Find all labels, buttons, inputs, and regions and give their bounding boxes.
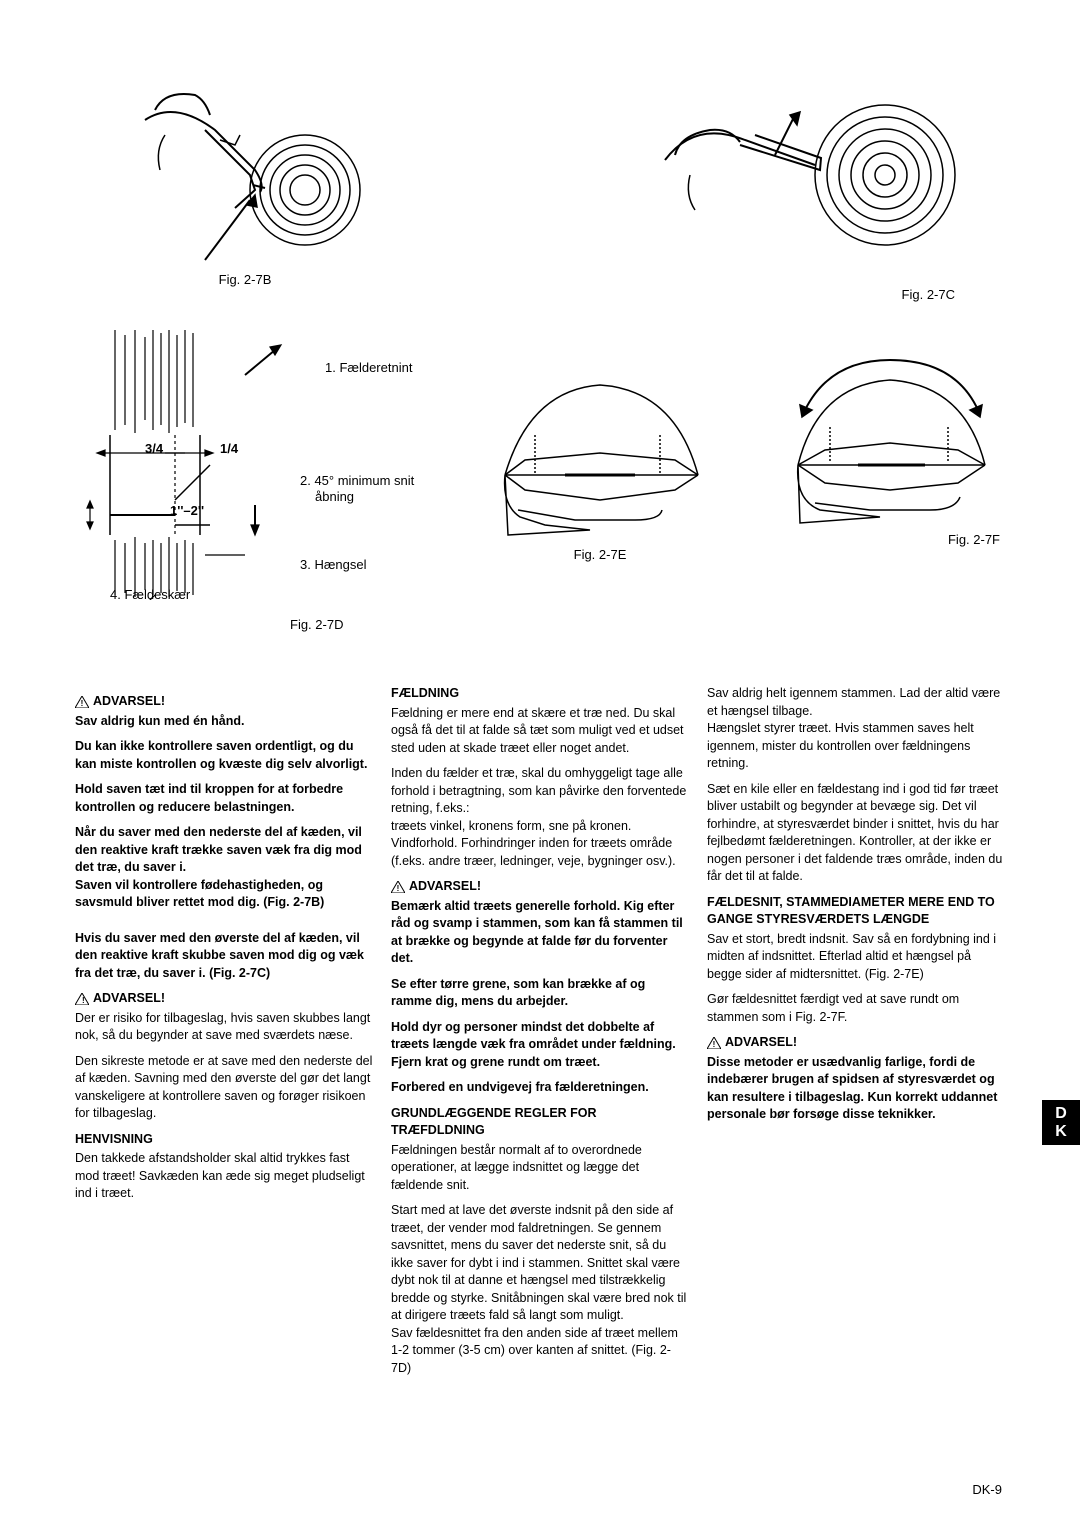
warning-heading-4: ! ADVARSEL! [707, 1034, 1005, 1052]
col3-p3: Sæt en kile eller en fældestang ind i go… [707, 781, 1005, 886]
col2-p5: Se efter tørre grene, som kan brække af … [391, 976, 689, 1011]
page-language-tab: D K [1042, 1100, 1080, 1145]
col2-p1: Fældning er mere end at skære et træ ned… [391, 705, 689, 758]
col3-p5: Gør fældesnittet færdigt ved at save run… [707, 991, 1005, 1026]
col1-p7: Der er risiko for tilbageslag, hvis save… [75, 1010, 373, 1045]
col2-p6: Hold dyr og personer mindst det dobbelte… [391, 1019, 689, 1072]
figure-7f-caption: Fig. 2-7F [770, 532, 1010, 547]
fig7d-label2b: åbning [315, 489, 354, 504]
column-2: FÆLDNING Fældning er mere end at skære e… [391, 685, 689, 1385]
faeldesnit-heading: FÆLDESNIT, STAMMEDIAMETER MERE END TO GA… [707, 894, 1005, 929]
page-number: DK-9 [972, 1482, 1002, 1497]
col2-p8: Fældningen består normalt af to overordn… [391, 1142, 689, 1195]
figure-7b-caption: Fig. 2-7B [105, 272, 385, 287]
tab-line1: D [1055, 1105, 1067, 1123]
grund-heading: GRUNDLÆGGENDE REGLER FOR TRÆFDLDNING [391, 1105, 689, 1140]
col1-p4: Når du saver med den nederste del af kæd… [75, 824, 373, 877]
text-columns: ! ADVARSEL! Sav aldrig kun med én hånd. … [75, 685, 1005, 1385]
warning-icon: ! [75, 696, 89, 708]
col1-p2: Du kan ikke kontrollere saven ordentligt… [75, 738, 373, 773]
col1-p1: Sav aldrig kun med én hånd. [75, 713, 373, 731]
figure-7c-caption: Fig. 2-7C [635, 287, 975, 302]
figure-7b-svg [105, 60, 385, 270]
figure-7e-caption: Fig. 2-7E [480, 547, 720, 562]
col3-p2: Hængslet styrer træet. Hvis stammen save… [707, 720, 1005, 773]
warning-label: ADVARSEL! [93, 693, 165, 711]
tab-line2: K [1055, 1123, 1067, 1141]
warning-label-2: ADVARSEL! [93, 990, 165, 1008]
fig7d-ht: 1''–2'' [170, 503, 204, 518]
warning-heading: ! ADVARSEL! [75, 693, 373, 711]
col2-p2: Inden du fælder et træ, skal du omhyggel… [391, 765, 689, 818]
figure-7d: 3/4 1/4 1''–2'' 1. Fælderetnint 2. 45° m… [75, 325, 455, 635]
warning-label-3: ADVARSEL! [409, 878, 481, 896]
column-3: Sav aldrig helt igennem stammen. Lad der… [707, 685, 1005, 1385]
figure-7b: Fig. 2-7B [105, 60, 385, 287]
warning-heading-3: ! ADVARSEL! [391, 878, 689, 896]
figure-7f-svg [770, 335, 1010, 530]
warning-icon: ! [391, 881, 405, 893]
col2-p9: Start med at lave det øverste indsnit på… [391, 1202, 689, 1325]
figure-7f: Fig. 2-7F [770, 335, 1010, 547]
svg-text:!: ! [82, 996, 85, 1005]
warning-heading-2: ! ADVARSEL! [75, 990, 373, 1008]
col2-p7: Forbered en undvigevej fra fælderetninge… [391, 1079, 689, 1097]
col2-p10: Sav fældesnittet fra den anden side af t… [391, 1325, 689, 1378]
figure-7d-caption: Fig. 2-7D [290, 617, 343, 632]
col2-p3: træets vinkel, kronens form, sne på kron… [391, 818, 689, 871]
column-1: ! ADVARSEL! Sav aldrig kun med én hånd. … [75, 685, 373, 1385]
warning-icon: ! [707, 1037, 721, 1049]
fig7d-label4: 4. Fældeskær [110, 587, 190, 602]
henvisning-heading: HENVISNING [75, 1131, 373, 1149]
svg-text:!: ! [81, 699, 84, 708]
figure-7c: Fig. 2-7C [635, 60, 975, 302]
col1-p9: Den takkede afstandsholder skal altid tr… [75, 1150, 373, 1203]
figure-7e: Fig. 2-7E [480, 335, 720, 562]
figure-7e-svg [480, 335, 720, 545]
figures-area: Fig. 2-7B Fig. 2-7C [75, 60, 1005, 635]
fig7d-label1: 1. Fælderetnint [325, 360, 412, 375]
col1-p5: Saven vil kontrollere fødehastigheden, o… [75, 877, 373, 912]
col1-p8: Den sikreste metode er at save med den n… [75, 1053, 373, 1123]
fig7d-label2a: 2. 45° minimum snit [300, 473, 414, 488]
col3-p4: Sav et stort, bredt indsnit. Sav så en f… [707, 931, 1005, 984]
fig7d-label3: 3. Hængsel [300, 557, 366, 572]
warning-icon: ! [75, 993, 89, 1005]
figure-7c-svg [635, 60, 975, 285]
fig7d-ratio34: 3/4 [145, 441, 163, 456]
faeldning-heading: FÆLDNING [391, 685, 689, 703]
col1-p6: Hvis du saver med den øverste del af kæd… [75, 930, 373, 983]
svg-text:!: ! [397, 884, 400, 893]
figure-7d-svg [75, 325, 315, 600]
svg-text:!: ! [713, 1040, 716, 1049]
col1-p3: Hold saven tæt ind til kroppen for at fo… [75, 781, 373, 816]
fig7d-ratio14: 1/4 [220, 441, 238, 456]
col2-p4: Bemærk altid træets generelle forhold. K… [391, 898, 689, 968]
col3-p6: Disse metoder er usædvanlig farlige, for… [707, 1054, 1005, 1124]
col3-p1: Sav aldrig helt igennem stammen. Lad der… [707, 685, 1005, 720]
warning-label-4: ADVARSEL! [725, 1034, 797, 1052]
